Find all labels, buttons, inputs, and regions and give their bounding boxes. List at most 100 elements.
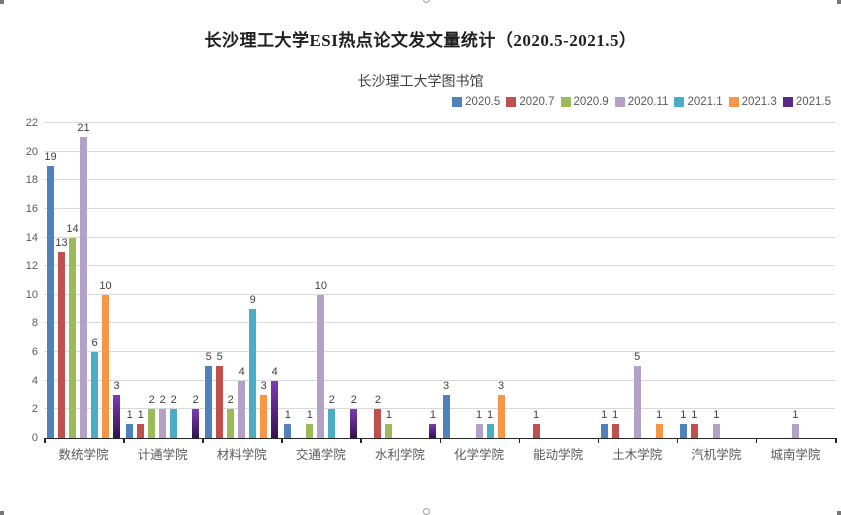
selection-handle-bottom-left[interactable] <box>0 511 4 515</box>
bar-2020.11[interactable]: 5 <box>633 351 641 438</box>
x-axis-category-label: 能动学院 <box>533 448 584 462</box>
bar-value-label: 19 <box>44 150 57 163</box>
legend-swatch-icon <box>506 97 517 107</box>
legend-swatch-icon <box>782 97 793 107</box>
bar-2021.3[interactable]: 3 <box>260 380 268 438</box>
bar-2021.3[interactable]: 1 <box>655 409 663 438</box>
x-axis-tick <box>44 438 46 443</box>
bar-2021.5[interactable]: 3 <box>113 380 121 438</box>
bar-2020.11[interactable]: 1 <box>712 409 720 438</box>
bar-2020.7[interactable]: 1 <box>690 409 698 438</box>
bar-2020.7[interactable]: 5 <box>216 351 224 438</box>
legend-item-2020.7[interactable]: 2020.7 <box>506 96 555 108</box>
bar-2020.5[interactable]: 1 <box>284 409 292 438</box>
x-axis-tick <box>281 438 283 443</box>
bar-2020.9[interactable]: 1 <box>385 409 393 438</box>
legend-item-2021.5[interactable]: 2021.5 <box>782 96 831 108</box>
bar-2020.7[interactable]: 1 <box>532 409 540 438</box>
bar-value-label: 2 <box>374 394 381 407</box>
bar-value-label: 2 <box>328 394 335 407</box>
bar-value-label: 2 <box>350 394 357 407</box>
x-axis-tick <box>202 438 204 443</box>
y-axis-tick-label: 0 <box>31 432 38 444</box>
legend-label: 2021.3 <box>741 96 777 108</box>
bar-value-label: 13 <box>55 236 68 249</box>
selection-handle-top-right[interactable] <box>837 0 841 4</box>
bar-2020.11[interactable]: 21 <box>77 122 90 438</box>
x-axis-tick <box>360 438 362 443</box>
bar-2021.5[interactable]: 2 <box>350 394 358 438</box>
bar-value-label: 5 <box>205 351 212 364</box>
bar-2021.5[interactable]: 2 <box>192 394 200 438</box>
bar-value-label: 2 <box>159 394 166 407</box>
bar-2020.5[interactable]: 3 <box>442 380 450 438</box>
selection-handle-top-left[interactable] <box>0 0 4 4</box>
bar-2020.5[interactable]: 19 <box>44 151 57 438</box>
gridline <box>44 351 835 353</box>
bar-2021.5[interactable]: 4 <box>271 366 279 438</box>
legend-item-2021.1[interactable]: 2021.1 <box>674 96 723 108</box>
legend[interactable]: 2020.5 2020.7 2020.9 2020.11 2021.1 2021.3 202… <box>448 96 831 108</box>
bar-2020.7[interactable]: 2 <box>374 394 382 438</box>
plot-area[interactable]: 19 13 14 21 6 10 3 1 1 2 2 2 2 5 5 2 4 9 3 4 1 1 10 2 2 2 1 1 3 1 1 3 1 1… <box>44 122 835 439</box>
bar-2020.9[interactable]: 2 <box>148 394 156 438</box>
x-axis-category-label: 化学学院 <box>454 448 505 462</box>
bar-2021.3[interactable]: 3 <box>497 380 505 438</box>
gridline <box>44 408 835 410</box>
bar-2021.1[interactable]: 2 <box>170 394 178 438</box>
chart-subtitle[interactable]: 长沙理工大学图书馆 <box>357 73 484 89</box>
selection-handle-bottom[interactable] <box>423 508 430 515</box>
bar-value-label: 5 <box>634 351 641 364</box>
x-axis-labels: 数统学院 计通学院 材料学院 交通学院 水利学院 化学学院 能动学院 土木学院 汽机学院 城南学院 <box>44 444 835 463</box>
legend-label: 2020.9 <box>573 96 609 108</box>
bar-2020.11[interactable]: 1 <box>791 409 799 438</box>
bar-2021.5[interactable]: 1 <box>429 409 437 438</box>
bar-2020.7[interactable]: 13 <box>55 237 68 438</box>
bar-2020.7[interactable]: 1 <box>137 409 145 438</box>
bar-2020.5[interactable]: 1 <box>600 409 608 438</box>
bar-2020.11[interactable]: 2 <box>159 394 167 438</box>
bar-2020.9[interactable]: 1 <box>306 409 314 438</box>
bar-2020.5[interactable]: 1 <box>679 409 687 438</box>
selection-handle-top[interactable] <box>423 0 430 3</box>
y-axis-tick-label: 22 <box>25 117 38 129</box>
bar-2021.3[interactable]: 10 <box>99 280 112 438</box>
y-axis-tick-label: 4 <box>31 374 38 387</box>
bar-2020.11[interactable]: 1 <box>475 409 483 438</box>
bar-group-1: 19 13 14 21 6 10 3 <box>44 122 123 438</box>
bar-2021.1[interactable]: 1 <box>486 409 494 438</box>
selection-handle-bottom-right[interactable] <box>837 511 841 515</box>
bar-value-label: 1 <box>137 408 144 421</box>
bar-2021.1[interactable]: 9 <box>249 294 257 438</box>
bar-value-label: 1 <box>429 408 436 421</box>
x-axis-category-label: 城南学院 <box>770 448 821 462</box>
bar-2020.9[interactable]: 14 <box>66 223 79 438</box>
y-axis-tick-label: 16 <box>25 202 38 215</box>
legend-item-2021.3[interactable]: 2021.3 <box>728 96 777 108</box>
gridline <box>44 179 835 181</box>
bar-2020.11[interactable]: 4 <box>238 366 246 438</box>
bar-value-label: 6 <box>91 337 98 350</box>
x-axis-tick <box>676 438 679 443</box>
chart-title[interactable]: 长沙理工大学ESI热点论文发文量统计（2020.5-2021.5） <box>204 31 637 50</box>
legend-item-2020.9[interactable]: 2020.9 <box>560 96 609 108</box>
bar-2020.5[interactable]: 5 <box>205 351 213 438</box>
y-axis-tick-label: 10 <box>25 288 38 301</box>
y-axis-labels: 0 2 4 6 8 10 12 14 16 18 20 22 <box>0 117 38 444</box>
bar-2021.1[interactable]: 2 <box>328 394 336 438</box>
bar-2021.1[interactable]: 6 <box>91 337 99 438</box>
bar-2020.9[interactable]: 2 <box>227 394 235 438</box>
bar-value-label: 2 <box>227 394 234 407</box>
bar-value-label: 14 <box>66 222 79 235</box>
legend-item-2020.5[interactable]: 2020.5 <box>452 96 500 108</box>
bar-2020.5[interactable]: 1 <box>126 409 134 438</box>
bar-group-4: 1 1 10 2 2 <box>281 123 360 438</box>
bar-2020.7[interactable]: 1 <box>611 409 619 438</box>
bar-2020.11[interactable]: 10 <box>315 280 327 438</box>
legend-item-2020.11[interactable]: 2020.11 <box>614 96 668 108</box>
bar-value-label: 10 <box>314 279 327 292</box>
x-axis-category-label: 数统学院 <box>58 448 109 462</box>
